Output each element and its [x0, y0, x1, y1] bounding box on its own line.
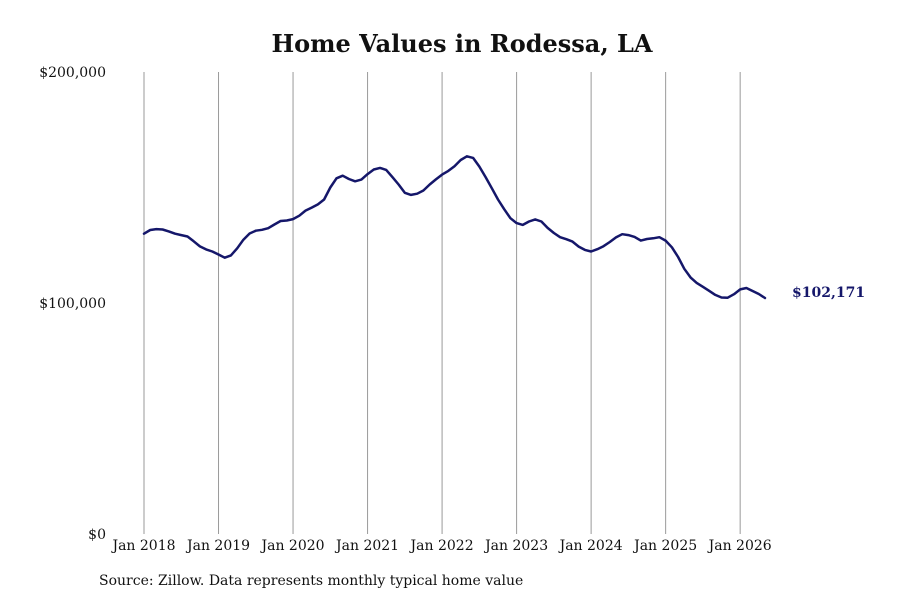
x-tick-label: Jan 2023 [483, 538, 548, 554]
x-tick-label: Jan 2020 [260, 538, 325, 554]
x-axis-tick-labels: Jan 2018 Jan 2019 Jan 2020 Jan 2021 Jan 2022… [110, 538, 771, 554]
y-tick-label: $0 [88, 527, 106, 543]
y-tick-label: $200,000 [39, 65, 106, 81]
x-tick-label: Jan 2018 [110, 538, 175, 554]
vertical-gridlines [143, 72, 741, 534]
x-tick-label: Jan 2022 [409, 538, 474, 554]
y-axis-tick-labels: $0 $100,000 $200,000 [39, 65, 106, 543]
x-tick-label: Jan 2024 [558, 538, 623, 554]
x-tick-label: Jan 2021 [334, 538, 399, 554]
source-note: Source: Zillow. Data represents monthly … [99, 573, 524, 589]
last-value-label: $102,171 [792, 285, 865, 301]
x-tick-label: Jan 2026 [707, 538, 772, 554]
x-tick-label: Jan 2025 [632, 538, 697, 554]
home-value-series-line [142, 155, 767, 300]
x-tick-label: Jan 2019 [185, 538, 250, 554]
y-tick-label: $100,000 [39, 296, 106, 312]
chart-title: Home Values in Rodessa, LA [271, 29, 652, 58]
